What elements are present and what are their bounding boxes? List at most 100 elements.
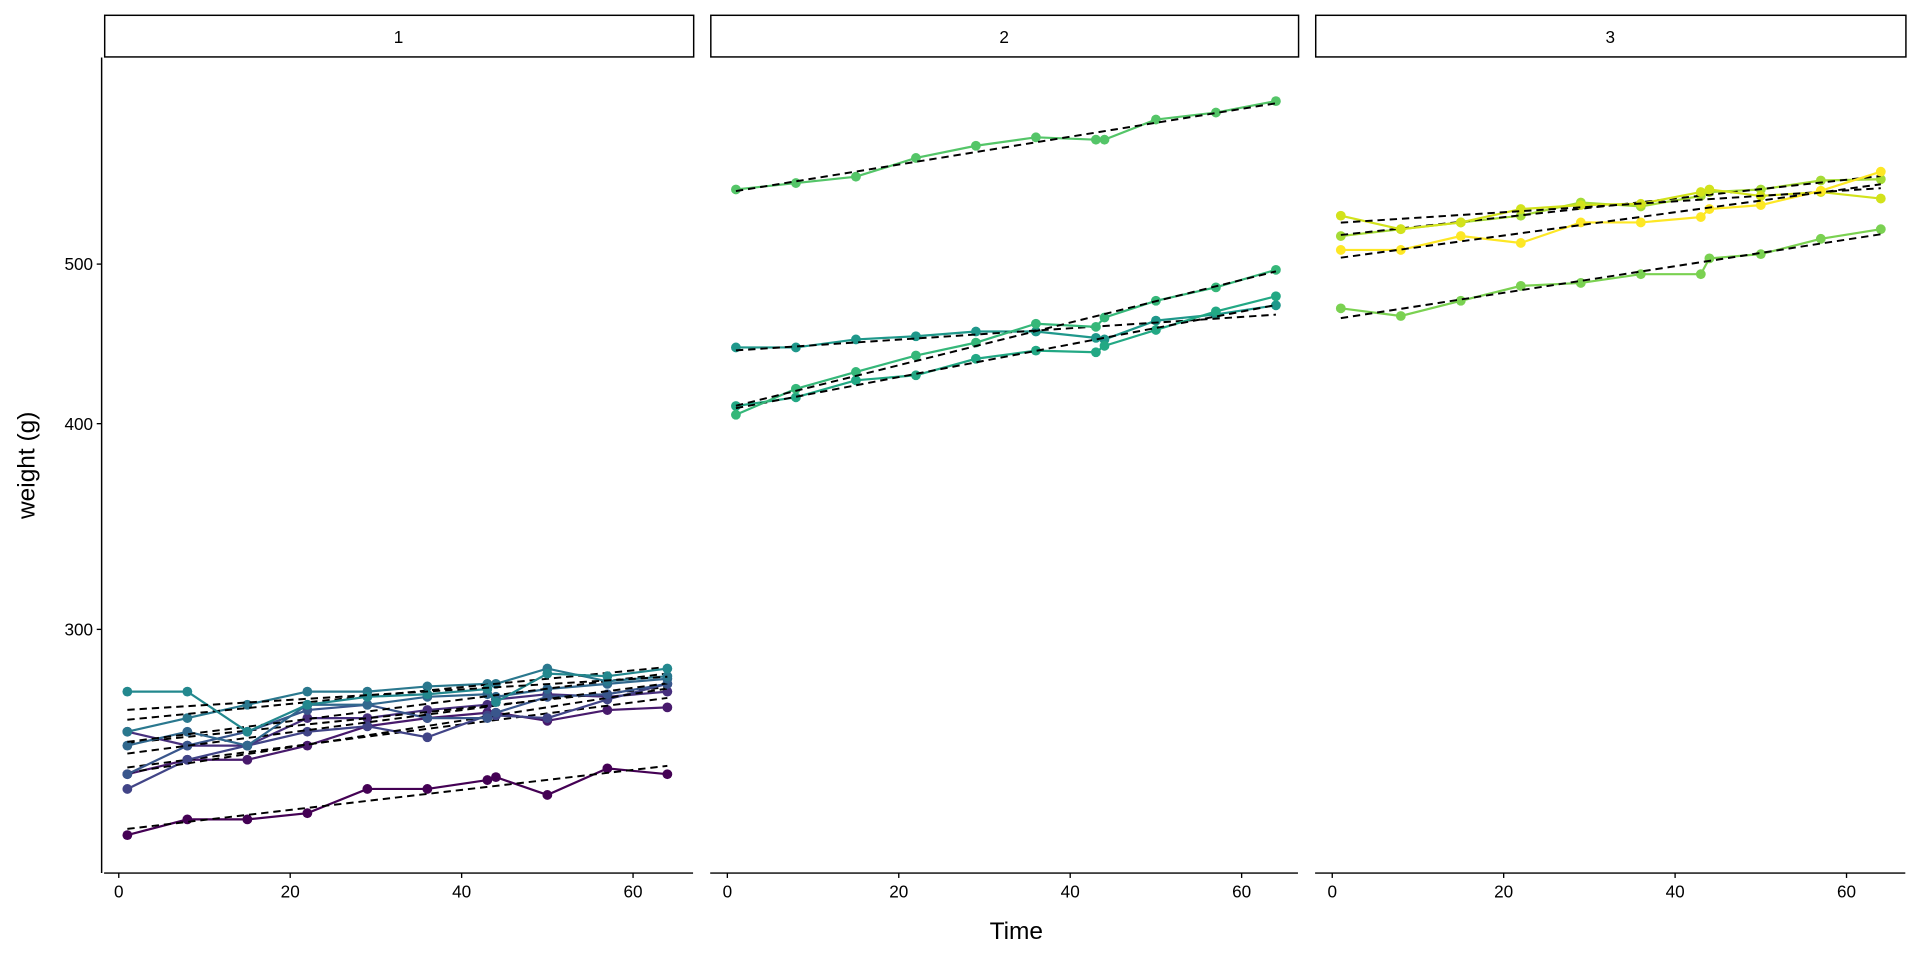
- data-point: [1335, 231, 1346, 241]
- series-line: [735, 295, 1277, 408]
- data-point: [911, 370, 921, 381]
- data-point: [1099, 340, 1110, 351]
- data-point: [1211, 282, 1221, 293]
- data-point: [362, 721, 373, 732]
- data-point: [302, 699, 313, 710]
- data-point: [971, 140, 981, 151]
- series-rat-9: [731, 291, 1281, 411]
- data-point: [1031, 132, 1041, 143]
- data-point: [1635, 217, 1646, 228]
- data-point: [731, 184, 741, 195]
- facet-strip-label: 1: [394, 27, 404, 47]
- data-point: [791, 342, 801, 353]
- data-point: [791, 178, 801, 188]
- data-point: [362, 699, 373, 710]
- data-point: [302, 713, 313, 723]
- facet-strip-label: 3: [1605, 27, 1615, 47]
- x-tick-label: 0: [1327, 882, 1337, 902]
- data-point: [1211, 107, 1221, 118]
- data-point: [122, 726, 133, 737]
- data-point: [182, 713, 193, 723]
- data-point: [851, 171, 861, 182]
- data-point: [1395, 224, 1406, 235]
- data-point: [422, 732, 433, 743]
- fit-line: [127, 687, 668, 774]
- data-point: [1091, 134, 1101, 145]
- data-point: [122, 784, 133, 794]
- data-point: [1455, 217, 1466, 228]
- series-rat-10: [731, 264, 1281, 420]
- facet-strip-label: 2: [999, 27, 1009, 47]
- fit-line: [735, 102, 1277, 193]
- series-rat-7: [122, 663, 673, 737]
- fit-line: [1340, 187, 1881, 224]
- data-point: [491, 697, 501, 707]
- data-point: [542, 668, 553, 679]
- data-point: [1099, 134, 1110, 145]
- y-tick-label: 500: [64, 254, 93, 274]
- facet-strip: [710, 14, 1300, 58]
- data-point: [1091, 347, 1101, 358]
- fit-line: [127, 682, 668, 755]
- data-point: [1091, 321, 1101, 332]
- data-point: [911, 350, 921, 361]
- data-point: [1031, 318, 1041, 329]
- x-tick-label: 60: [624, 882, 643, 902]
- data-point: [662, 702, 673, 713]
- data-point: [1455, 231, 1466, 241]
- x-tick-label: 60: [1232, 882, 1251, 902]
- data-point: [602, 705, 613, 715]
- x-tick-label: 20: [281, 882, 300, 902]
- data-point: [482, 684, 493, 694]
- series-rat-8: [122, 678, 673, 780]
- data-point: [182, 814, 193, 825]
- data-point: [362, 713, 373, 723]
- data-point: [242, 726, 253, 737]
- x-tick-label: 0: [114, 882, 124, 902]
- data-point: [602, 763, 613, 774]
- data-point: [1455, 295, 1466, 306]
- fit-line: [127, 686, 668, 745]
- y-tick-label: 300: [64, 620, 93, 640]
- x-tick-label: 60: [1837, 882, 1856, 902]
- data-point: [1875, 193, 1886, 204]
- series-rat-14: [1335, 184, 1886, 235]
- facet-strip: [103, 14, 695, 58]
- series-rat-16: [1335, 166, 1886, 259]
- data-point: [1704, 204, 1715, 214]
- data-point: [1755, 249, 1766, 260]
- data-point: [1704, 184, 1715, 195]
- data-point: [662, 769, 673, 780]
- x-tick-label: 0: [723, 882, 733, 902]
- data-point: [911, 331, 921, 342]
- data-point: [1151, 315, 1161, 326]
- data-point: [791, 383, 801, 394]
- data-point: [1515, 204, 1526, 214]
- data-point: [1515, 280, 1526, 291]
- facet-strip: [1314, 14, 1907, 58]
- data-point: [302, 686, 313, 697]
- fit-line: [1340, 233, 1881, 320]
- data-point: [182, 740, 193, 751]
- data-point: [122, 740, 133, 751]
- data-point: [1335, 210, 1346, 221]
- data-point: [1031, 345, 1041, 356]
- data-point: [422, 784, 433, 794]
- series-line: [1340, 228, 1881, 318]
- data-point: [662, 663, 673, 674]
- series-line: [127, 767, 668, 837]
- data-point: [1695, 187, 1706, 197]
- data-point: [1271, 291, 1281, 302]
- series-rat-12: [731, 96, 1281, 195]
- x-tick-label: 40: [452, 882, 471, 902]
- data-point: [1211, 306, 1221, 317]
- data-point: [1875, 166, 1886, 177]
- data-point: [362, 784, 373, 794]
- series-rat-3: [122, 696, 673, 780]
- data-point: [491, 707, 501, 718]
- data-point: [362, 691, 373, 702]
- data-point: [602, 671, 613, 682]
- data-point: [542, 790, 553, 800]
- data-point: [122, 686, 133, 697]
- data-point: [1271, 300, 1281, 311]
